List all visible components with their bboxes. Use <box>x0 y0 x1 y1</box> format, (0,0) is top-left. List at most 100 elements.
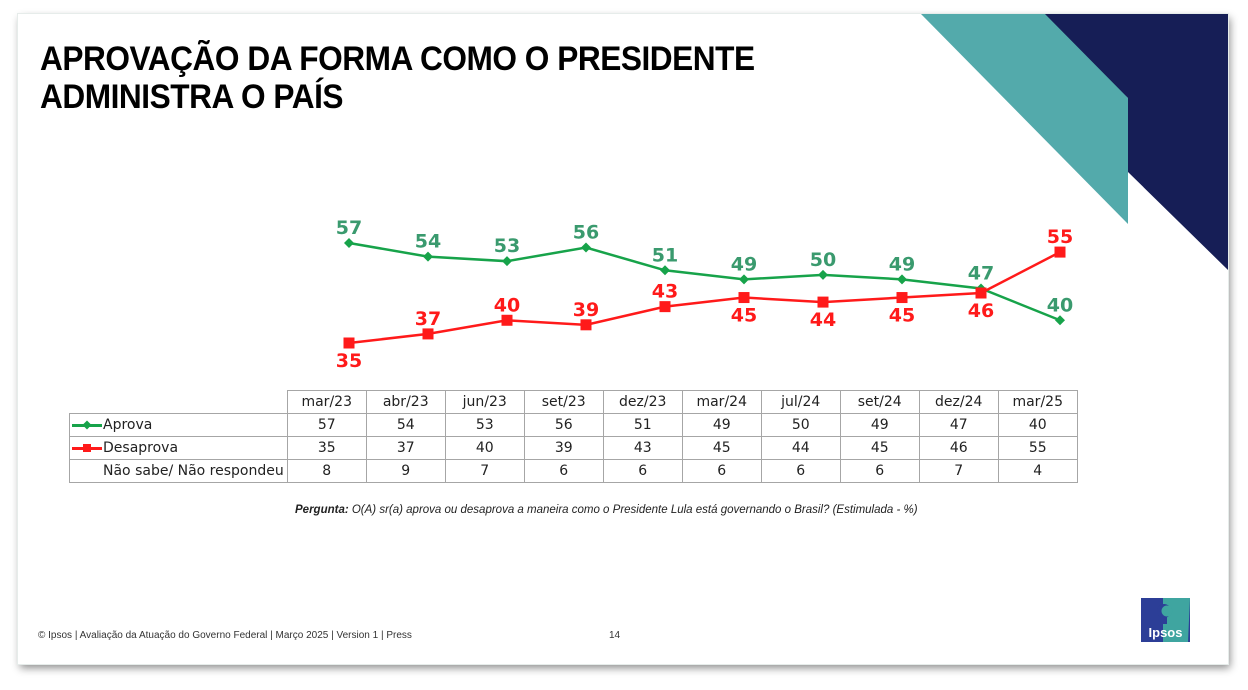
data-point-aprova <box>897 274 907 285</box>
footer-text: © Ipsos | Avaliação da Atuação do Govern… <box>38 630 412 641</box>
data-point-aprova <box>502 256 512 267</box>
page-title: APROVAÇÃO DA FORMA COMO O PRESIDENTE ADM… <box>40 40 755 116</box>
table-cell: 4 <box>997 459 1078 483</box>
data-label: 40 <box>494 294 520 316</box>
series-aprova: 57 54 53 56 51 49 50 49 47 40 <box>336 217 1073 326</box>
column-header: mar/25 <box>997 390 1078 414</box>
table-cell: 6 <box>760 459 841 483</box>
data-label: 43 <box>652 281 678 303</box>
data-label: 45 <box>731 305 757 327</box>
data-label: 57 <box>336 217 362 239</box>
survey-question: Pergunta: O(A) sr(a) aprova ou desaprova… <box>295 504 918 516</box>
series-name: Aprova <box>103 417 153 433</box>
column-header: set/23 <box>523 390 604 414</box>
table-cell: 43 <box>602 436 683 460</box>
series-desaprova: 35 37 40 39 43 45 44 45 46 55 <box>336 226 1073 372</box>
data-point-desaprova <box>817 296 829 308</box>
data-table: mar/23 abr/23 jun/23 set/23 dez/23 mar/24 jul/… <box>69 390 1078 483</box>
series-name: Desaprova <box>103 440 179 456</box>
column-header: set/24 <box>839 390 920 414</box>
data-label: 49 <box>731 253 757 275</box>
column-header: dez/23 <box>602 390 683 414</box>
table-cell: 57 <box>286 413 367 437</box>
table-cell: 40 <box>997 413 1078 437</box>
data-label: 46 <box>968 300 994 322</box>
line-chart: 57 54 53 56 51 49 50 49 47 40 35 37 40 39 43 45 44 45 46 55 <box>336 217 1073 372</box>
table-cell: 46 <box>918 436 999 460</box>
table-cell: 35 <box>286 436 367 460</box>
table-cell: 6 <box>602 459 683 483</box>
table-cell: 6 <box>523 459 604 483</box>
data-point-desaprova <box>422 328 434 340</box>
data-point-desaprova <box>738 292 750 304</box>
data-label: 49 <box>889 253 915 275</box>
legend-line-square-icon <box>72 443 102 453</box>
column-header: jun/23 <box>444 390 525 414</box>
data-point-desaprova <box>975 287 987 299</box>
title-line-1: APROVAÇÃO DA FORMA COMO O PRESIDENTE <box>40 40 755 78</box>
data-point-desaprova <box>501 314 513 326</box>
table-cell: 8 <box>286 459 367 483</box>
data-point-aprova <box>1055 315 1065 326</box>
table-cell: 56 <box>523 413 604 437</box>
table-cell: 49 <box>839 413 920 437</box>
column-header: abr/23 <box>365 390 446 414</box>
data-point-desaprova <box>659 301 671 313</box>
data-label: 35 <box>336 350 362 372</box>
series-line-aprova <box>348 241 1061 322</box>
question-label: Pergunta: <box>295 504 349 516</box>
series-name: Não sabe/ Não respondeu <box>103 463 284 479</box>
data-point-desaprova <box>580 319 592 331</box>
table-row: Desaprova 35 37 40 39 43 45 44 45 46 55 <box>69 436 1078 460</box>
table-cell: 45 <box>839 436 920 460</box>
table-row: Não sabe/ Não respondeu 8 9 7 6 6 6 6 6 7 4 <box>69 459 1078 483</box>
data-label: 56 <box>573 222 599 244</box>
column-header: mar/24 <box>681 390 762 414</box>
data-label: 45 <box>889 305 915 327</box>
row-label: Não sabe/ Não respondeu <box>69 459 288 483</box>
series-line-desaprova <box>348 250 1061 345</box>
table-row: Aprova 57 54 53 56 51 49 50 49 47 40 <box>69 413 1078 437</box>
data-label: 50 <box>810 249 836 271</box>
table-cell: 55 <box>997 436 1078 460</box>
data-label: 44 <box>810 309 836 331</box>
table-cell: 7 <box>444 459 525 483</box>
table-cell: 54 <box>365 413 446 437</box>
data-label: 55 <box>1047 226 1073 248</box>
table-cell: 50 <box>760 413 841 437</box>
ipsos-logo: Ipsos <box>1141 598 1190 642</box>
table-cell: 47 <box>918 413 999 437</box>
data-point-aprova <box>739 274 749 285</box>
table-cell: 53 <box>444 413 525 437</box>
question-text: O(A) sr(a) aprova ou desaprova a maneira… <box>348 504 918 516</box>
column-header: mar/23 <box>286 390 367 414</box>
data-point-aprova <box>660 265 670 276</box>
table-cell: 9 <box>365 459 446 483</box>
legend-line-diamond-icon <box>72 420 102 430</box>
column-header: dez/24 <box>918 390 999 414</box>
data-point-aprova <box>581 242 591 253</box>
table-cell: 7 <box>918 459 999 483</box>
data-label: 51 <box>652 244 678 266</box>
table-cell: 51 <box>602 413 683 437</box>
data-label: 40 <box>1047 294 1073 316</box>
column-header: jul/24 <box>760 390 841 414</box>
page-number: 14 <box>609 630 621 641</box>
data-point-desaprova <box>1054 246 1066 258</box>
head-silhouette-icon <box>1157 604 1173 624</box>
table-cell: 40 <box>444 436 525 460</box>
title-line-2: ADMINISTRA O PAÍS <box>40 78 344 116</box>
logo-text: Ipsos <box>1148 625 1183 640</box>
data-point-aprova <box>344 238 354 248</box>
data-label: 37 <box>415 308 441 330</box>
data-label: 53 <box>494 235 520 257</box>
table-cell: 37 <box>365 436 446 460</box>
data-point-desaprova <box>896 292 908 304</box>
logo-background <box>1141 598 1190 642</box>
data-point-desaprova <box>343 337 355 349</box>
data-label: 54 <box>415 231 441 253</box>
slide: APROVAÇÃO DA FORMA COMO O PRESIDENTE ADM… <box>17 13 1229 665</box>
row-label: Aprova <box>69 413 288 437</box>
table-cell: 6 <box>839 459 920 483</box>
data-label: 47 <box>968 262 994 284</box>
